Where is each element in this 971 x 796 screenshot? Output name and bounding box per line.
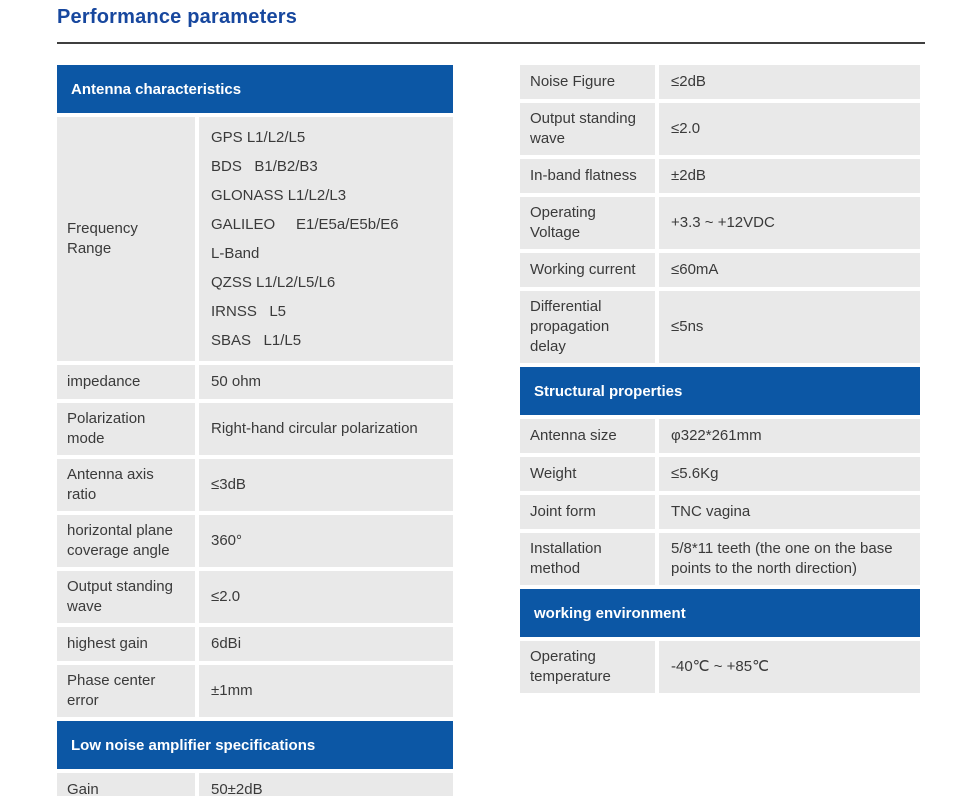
low-noise-amplifier-table-continued: Noise Figure ≤2dB Output standing wave ≤… <box>520 65 920 363</box>
section-header-antenna-characteristics: Antenna characteristics <box>57 65 453 113</box>
table-row: Operating temperature -40℃ ~ +85℃ <box>520 641 920 693</box>
row-label: Gain <box>57 773 195 796</box>
table-row: Differential propagation delay ≤5ns <box>520 291 920 363</box>
row-value: ≤2.0 <box>199 571 453 623</box>
low-noise-amplifier-table: Gain 50±2dB <box>57 773 453 796</box>
row-value: 5/8*11 teeth (the one on the base points… <box>659 533 920 585</box>
row-value: Right-hand circular polarization <box>199 403 453 455</box>
table-row: In-band flatness ±2dB <box>520 159 920 193</box>
row-label: impedance <box>57 365 195 399</box>
row-label: Operating temperature <box>520 641 655 693</box>
table-row: Installation method 5/8*11 teeth (the on… <box>520 533 920 585</box>
row-value: ≤2dB <box>659 65 920 99</box>
row-value: +3.3 ~ +12VDC <box>659 197 920 249</box>
table-row: Noise Figure ≤2dB <box>520 65 920 99</box>
antenna-characteristics-table: Frequency Range GPS L1/L2/L5 BDS B1/B2/B… <box>57 117 453 717</box>
page-title: Performance parameters <box>57 6 298 28</box>
table-row: Working current ≤60mA <box>520 253 920 287</box>
row-value: ≤5ns <box>659 291 920 363</box>
row-label: Output standing wave <box>520 103 655 155</box>
table-row: Polarization mode Right-hand circular po… <box>57 403 453 455</box>
row-value: ≤60mA <box>659 253 920 287</box>
table-row: impedance 50 ohm <box>57 365 453 399</box>
table-row: Antenna axis ratio ≤3dB <box>57 459 453 511</box>
row-value: ≤2.0 <box>659 103 920 155</box>
right-column: Noise Figure ≤2dB Output standing wave ≤… <box>520 65 920 693</box>
row-label: Antenna size <box>520 419 655 453</box>
row-value: 360° <box>199 515 453 567</box>
row-value: 6dBi <box>199 627 453 661</box>
row-label: Joint form <box>520 495 655 529</box>
row-label: Working current <box>520 253 655 287</box>
spec-columns: Antenna characteristics Frequency Range … <box>57 65 925 796</box>
row-value: φ322*261mm <box>659 419 920 453</box>
table-row: Antenna size φ322*261mm <box>520 419 920 453</box>
row-label: Polarization mode <box>57 403 195 455</box>
row-value: GPS L1/L2/L5 BDS B1/B2/B3 GLONASS L1/L2/… <box>199 117 453 361</box>
section-header-working-environment: working environment <box>520 589 920 637</box>
row-label: Operating Voltage <box>520 197 655 249</box>
row-label: Noise Figure <box>520 65 655 99</box>
table-row: Frequency Range GPS L1/L2/L5 BDS B1/B2/B… <box>57 117 453 361</box>
section-header-low-noise-amplifier: Low noise amplifier specifications <box>57 721 453 769</box>
table-row: Gain 50±2dB <box>57 773 453 796</box>
row-value: TNC vagina <box>659 495 920 529</box>
table-row: Operating Voltage +3.3 ~ +12VDC <box>520 197 920 249</box>
row-value: ≤5.6Kg <box>659 457 920 491</box>
row-value: -40℃ ~ +85℃ <box>659 641 920 693</box>
table-row: highest gain 6dBi <box>57 627 453 661</box>
table-row: Joint form TNC vagina <box>520 495 920 529</box>
table-row: horizontal plane coverage angle 360° <box>57 515 453 567</box>
row-label: horizontal plane coverage angle <box>57 515 195 567</box>
row-value: ±2dB <box>659 159 920 193</box>
table-row: Weight ≤5.6Kg <box>520 457 920 491</box>
row-value: 50 ohm <box>199 365 453 399</box>
row-label: In-band flatness <box>520 159 655 193</box>
structural-properties-table: Antenna size φ322*261mm Weight ≤5.6Kg Jo… <box>520 419 920 585</box>
row-label: Weight <box>520 457 655 491</box>
row-label: highest gain <box>57 627 195 661</box>
row-label: Frequency Range <box>57 117 195 361</box>
left-column: Antenna characteristics Frequency Range … <box>57 65 453 796</box>
row-label: Differential propagation delay <box>520 291 655 363</box>
title-divider <box>57 42 925 44</box>
row-label: Antenna axis ratio <box>57 459 195 511</box>
row-value: 50±2dB <box>199 773 453 796</box>
table-row: Output standing wave ≤2.0 <box>520 103 920 155</box>
section-header-structural-properties: Structural properties <box>520 367 920 415</box>
row-value: ≤3dB <box>199 459 453 511</box>
table-row: Phase center error ±1mm <box>57 665 453 717</box>
table-row: Output standing wave ≤2.0 <box>57 571 453 623</box>
row-label: Phase center error <box>57 665 195 717</box>
row-value: ±1mm <box>199 665 453 717</box>
row-label: Installation method <box>520 533 655 585</box>
row-label: Output standing wave <box>57 571 195 623</box>
working-environment-table: Operating temperature -40℃ ~ +85℃ <box>520 641 920 693</box>
